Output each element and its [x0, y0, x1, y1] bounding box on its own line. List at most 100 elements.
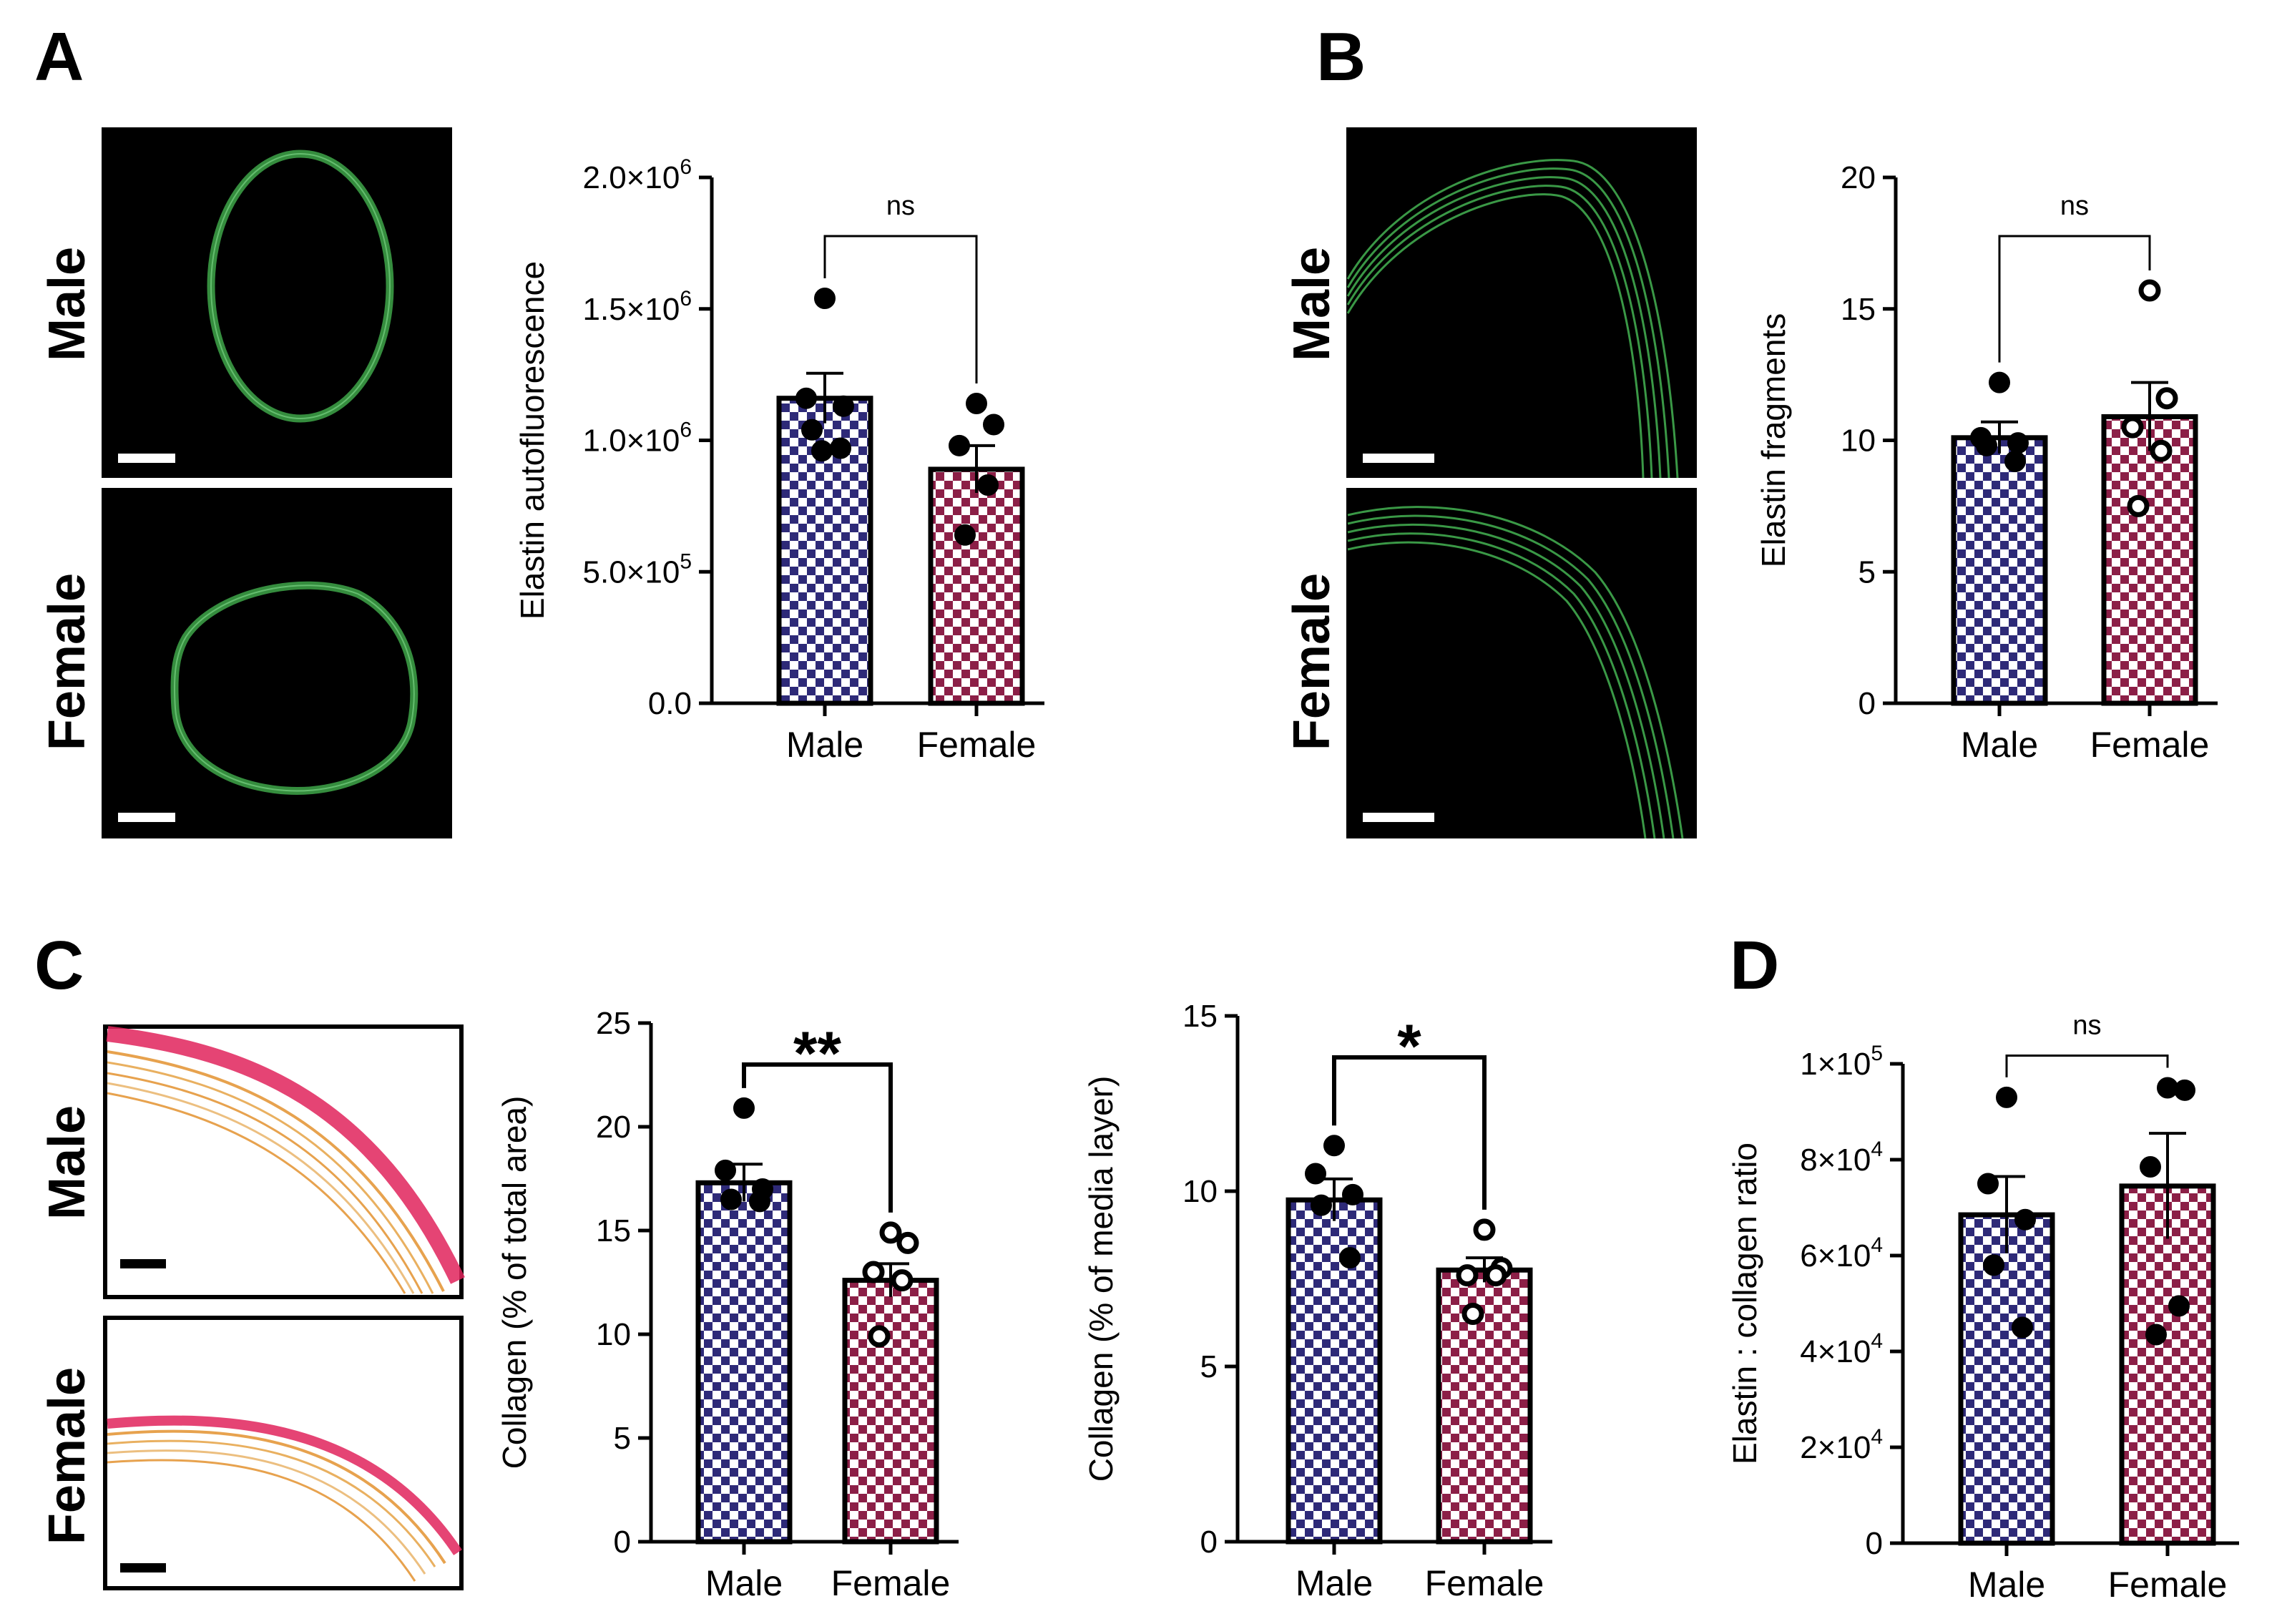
data-point-male	[814, 288, 836, 310]
x-category-label: Female	[917, 725, 1037, 765]
chart-elastin-fragments: 0 5 10 15 20 Elastin fragments Male Female ns	[1755, 160, 2218, 765]
y-tick-label: 2.0×106	[583, 155, 692, 195]
x-category-label: Male	[786, 725, 863, 765]
data-point-male	[801, 419, 823, 441]
data-point-male	[1323, 1135, 1345, 1157]
data-point-male	[2014, 1208, 2036, 1231]
x-category-label: Female	[831, 1563, 951, 1603]
data-point-female	[1456, 1264, 1479, 1287]
bar-female	[1436, 1267, 1533, 1545]
significance-label: ns	[2060, 191, 2089, 221]
data-point-female	[966, 393, 987, 415]
chart-elastin-autofluorescence: 0.0 5.0×105 1.0×106 1.5×106 2.0×106 Elastin a…	[514, 155, 1044, 765]
significance-label: ns	[2072, 1011, 2101, 1041]
y-tick-label: 10	[1182, 1174, 1218, 1209]
y-tick-label: 15	[596, 1213, 631, 1248]
x-category-label: Male	[1961, 725, 2038, 765]
data-point-female	[1473, 1218, 1496, 1241]
data-point-male	[830, 437, 851, 459]
significance-label: **	[793, 1019, 841, 1088]
row-label-female: Female	[39, 573, 96, 750]
row-label-female: Female	[1283, 573, 1341, 750]
panel-letter-b: B	[1316, 19, 1366, 95]
significance-label: ns	[886, 191, 915, 221]
row-label-male: Male	[1283, 247, 1341, 361]
row-label-male: Male	[39, 247, 96, 361]
significance-bracket	[823, 235, 978, 384]
y-tick-label: 0	[1200, 1525, 1218, 1560]
bar-female	[928, 466, 1025, 706]
bar-female	[2101, 414, 2198, 706]
micrograph-a-male	[102, 127, 452, 478]
y-tick-label: 6×104	[1800, 1233, 1883, 1273]
y-tick-label: 10	[1841, 424, 1876, 459]
y-tick-label: 1.0×106	[583, 419, 692, 459]
data-point-female	[2155, 387, 2178, 410]
panel-c-micrographs	[103, 1024, 465, 1590]
y-axis-label: Elastin autofluorescence	[514, 261, 551, 620]
row-label-male: Male	[39, 1105, 96, 1220]
y-tick-label: 0	[1859, 686, 1876, 721]
panel-a-micrographs	[102, 127, 452, 838]
y-tick-label: 15	[1182, 999, 1218, 1034]
y-tick-label: 20	[1841, 160, 1876, 195]
panel-letter-a: A	[34, 19, 84, 95]
y-tick-label: 1.5×106	[583, 287, 692, 327]
data-point-female	[977, 474, 999, 496]
data-point-female	[879, 1221, 902, 1244]
y-tick-label: 8×104	[1800, 1138, 1883, 1178]
y-axis-label: Collagen (% of media layer)	[1082, 1076, 1120, 1482]
panel-letter-c: C	[34, 927, 84, 1004]
x-category-label: Female	[2090, 725, 2210, 765]
data-point-female	[2140, 1156, 2161, 1178]
data-point-male	[1339, 1247, 1361, 1269]
y-tick-label: 20	[596, 1110, 631, 1145]
bar-female	[842, 1278, 939, 1545]
histology-c-female	[103, 1316, 464, 1590]
scale-bar	[118, 454, 175, 463]
scale-bar	[120, 1259, 166, 1268]
micrograph-a-female	[102, 488, 452, 838]
data-point-female	[1461, 1303, 1484, 1325]
bar-male	[1286, 1197, 1383, 1545]
data-point-female	[1484, 1264, 1507, 1287]
x-category-label: Male	[705, 1563, 783, 1603]
significance-bracket	[1332, 1055, 1487, 1210]
bar-male	[1958, 1212, 2055, 1546]
x-category-label: Male	[1296, 1563, 1373, 1603]
y-tick-label: 0.0	[648, 686, 692, 721]
data-point-male	[795, 387, 817, 409]
data-point-female	[2150, 439, 2173, 462]
y-tick-label: 5	[1200, 1349, 1218, 1384]
chart-collagen-media-layer: 0 5 10 15 Collagen (% of media layer) Male Fem…	[1082, 999, 1552, 1603]
data-point-male	[2004, 450, 2026, 472]
scale-bar	[118, 813, 175, 822]
y-tick-label: 5	[614, 1421, 631, 1456]
x-category-label: Male	[1968, 1565, 2045, 1605]
data-point-male	[1996, 1086, 2017, 1108]
y-tick-label: 15	[1841, 292, 1876, 327]
data-point-male	[1977, 1173, 1999, 1195]
data-point-female	[2174, 1079, 2195, 1101]
data-point-female	[891, 1269, 914, 1292]
scale-bar	[1363, 454, 1434, 463]
data-point-female	[896, 1231, 919, 1254]
data-point-male	[811, 440, 833, 462]
data-point-male	[1311, 1194, 1332, 1216]
significance-bracket	[2005, 1055, 2169, 1077]
significance-label: *	[1397, 1012, 1421, 1081]
x-category-label: Female	[2108, 1565, 2228, 1605]
micrograph-b-female	[1346, 488, 1697, 838]
scale-bar	[1363, 813, 1434, 822]
data-point-female	[2145, 1324, 2167, 1346]
panel-b-micrographs	[1346, 127, 1697, 839]
y-axis-label: Collagen (% of total area)	[496, 1096, 533, 1469]
y-tick-label: 5.0×105	[583, 549, 692, 590]
chart-elastin-collagen-ratio: 0 2×104 4×104 6×104 8×104 1×105 Elastin : coll…	[1726, 1011, 2239, 1605]
data-point-male	[1976, 434, 1997, 456]
y-axis-label: Elastin fragments	[1755, 313, 1792, 567]
x-category-label: Female	[1425, 1563, 1544, 1603]
data-point-female	[862, 1261, 885, 1283]
data-point-male	[833, 395, 854, 417]
